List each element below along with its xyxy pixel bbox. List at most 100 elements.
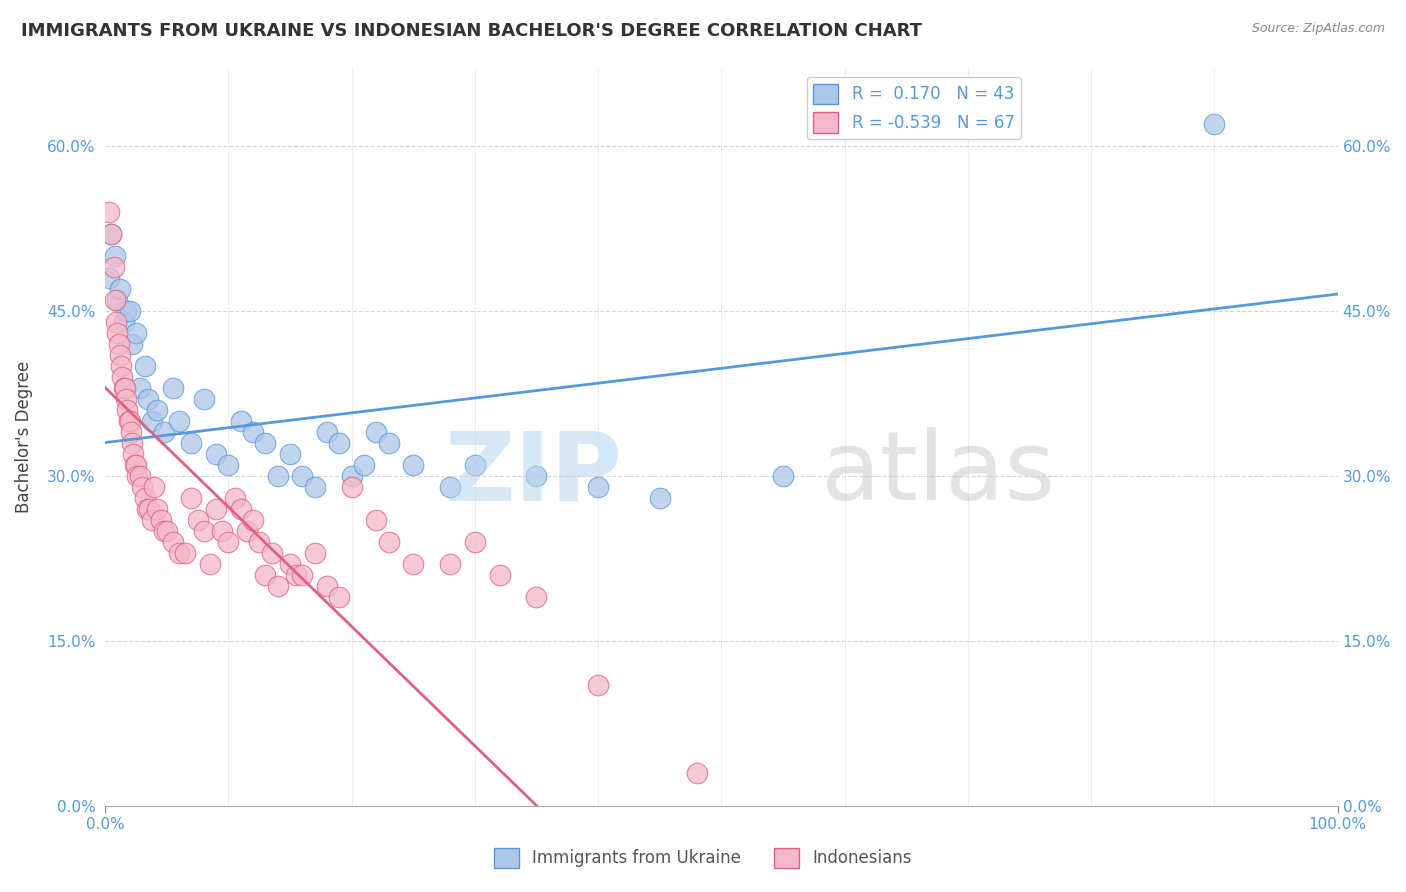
- Point: [439, 479, 461, 493]
- Point: [121, 435, 143, 450]
- Point: [304, 545, 326, 559]
- Point: [128, 468, 150, 483]
- Point: [180, 491, 202, 505]
- Point: [278, 557, 301, 571]
- Point: [112, 380, 135, 394]
- Point: [340, 468, 363, 483]
- Point: [104, 248, 127, 262]
- Point: [217, 534, 239, 549]
- Point: [464, 534, 486, 549]
- Point: [224, 491, 246, 505]
- Point: [108, 281, 131, 295]
- Point: [167, 413, 190, 427]
- Point: [488, 567, 510, 582]
- Point: [97, 204, 120, 219]
- Point: [128, 380, 150, 394]
- Y-axis label: Bachelor's Degree: Bachelor's Degree: [15, 361, 32, 513]
- Point: [156, 524, 179, 538]
- Point: [111, 369, 134, 384]
- Point: [124, 458, 146, 472]
- Point: [205, 501, 228, 516]
- Point: [136, 501, 159, 516]
- Point: [141, 413, 163, 427]
- Point: [107, 293, 129, 307]
- Text: Source: ZipAtlas.com: Source: ZipAtlas.com: [1251, 22, 1385, 36]
- Point: [526, 468, 548, 483]
- Point: [328, 590, 350, 604]
- Point: [217, 458, 239, 472]
- Point: [328, 435, 350, 450]
- Point: [103, 260, 125, 274]
- Point: [316, 578, 339, 592]
- Point: [162, 534, 184, 549]
- Point: [586, 677, 609, 691]
- Point: [115, 303, 138, 318]
- Legend: R =  0.170   N = 43, R = -0.539   N = 67: R = 0.170 N = 43, R = -0.539 N = 67: [807, 77, 1021, 139]
- Point: [402, 557, 425, 571]
- Point: [100, 227, 122, 241]
- Point: [149, 512, 172, 526]
- Point: [198, 557, 221, 571]
- Point: [266, 468, 288, 483]
- Point: [134, 491, 156, 505]
- Point: [229, 413, 252, 427]
- Point: [117, 402, 139, 417]
- Point: [125, 326, 148, 340]
- Point: [205, 446, 228, 460]
- Point: [229, 501, 252, 516]
- Point: [180, 435, 202, 450]
- Point: [366, 425, 388, 439]
- Point: [526, 590, 548, 604]
- Point: [143, 479, 166, 493]
- Point: [105, 314, 128, 328]
- Point: [236, 524, 259, 538]
- Point: [136, 392, 159, 406]
- Point: [146, 402, 169, 417]
- Point: [146, 501, 169, 516]
- Point: [131, 479, 153, 493]
- Text: IMMIGRANTS FROM UKRAINE VS INDONESIAN BACHELOR'S DEGREE CORRELATION CHART: IMMIGRANTS FROM UKRAINE VS INDONESIAN BA…: [21, 22, 922, 40]
- Point: [439, 557, 461, 571]
- Point: [211, 524, 233, 538]
- Point: [162, 380, 184, 394]
- Text: atlas: atlas: [820, 427, 1054, 520]
- Point: [97, 270, 120, 285]
- Point: [285, 567, 308, 582]
- Point: [266, 578, 288, 592]
- Point: [138, 501, 160, 516]
- Point: [242, 512, 264, 526]
- Point: [353, 458, 375, 472]
- Point: [107, 326, 129, 340]
- Point: [377, 435, 399, 450]
- Point: [278, 446, 301, 460]
- Point: [242, 425, 264, 439]
- Point: [141, 512, 163, 526]
- Point: [121, 336, 143, 351]
- Point: [402, 458, 425, 472]
- Point: [125, 458, 148, 472]
- Point: [316, 425, 339, 439]
- Point: [193, 392, 215, 406]
- Point: [153, 425, 176, 439]
- Point: [167, 545, 190, 559]
- Point: [254, 435, 277, 450]
- Point: [772, 468, 794, 483]
- Point: [254, 567, 277, 582]
- Point: [115, 392, 138, 406]
- Point: [291, 468, 314, 483]
- Point: [686, 765, 709, 780]
- Point: [127, 468, 149, 483]
- Point: [340, 479, 363, 493]
- Point: [120, 425, 142, 439]
- Point: [260, 545, 283, 559]
- Point: [100, 227, 122, 241]
- Point: [134, 359, 156, 373]
- Point: [110, 359, 132, 373]
- Legend: Immigrants from Ukraine, Indonesians: Immigrants from Ukraine, Indonesians: [486, 841, 920, 875]
- Point: [291, 567, 314, 582]
- Point: [118, 413, 141, 427]
- Point: [117, 413, 139, 427]
- Point: [122, 446, 145, 460]
- Text: ZIP: ZIP: [444, 427, 623, 520]
- Point: [153, 524, 176, 538]
